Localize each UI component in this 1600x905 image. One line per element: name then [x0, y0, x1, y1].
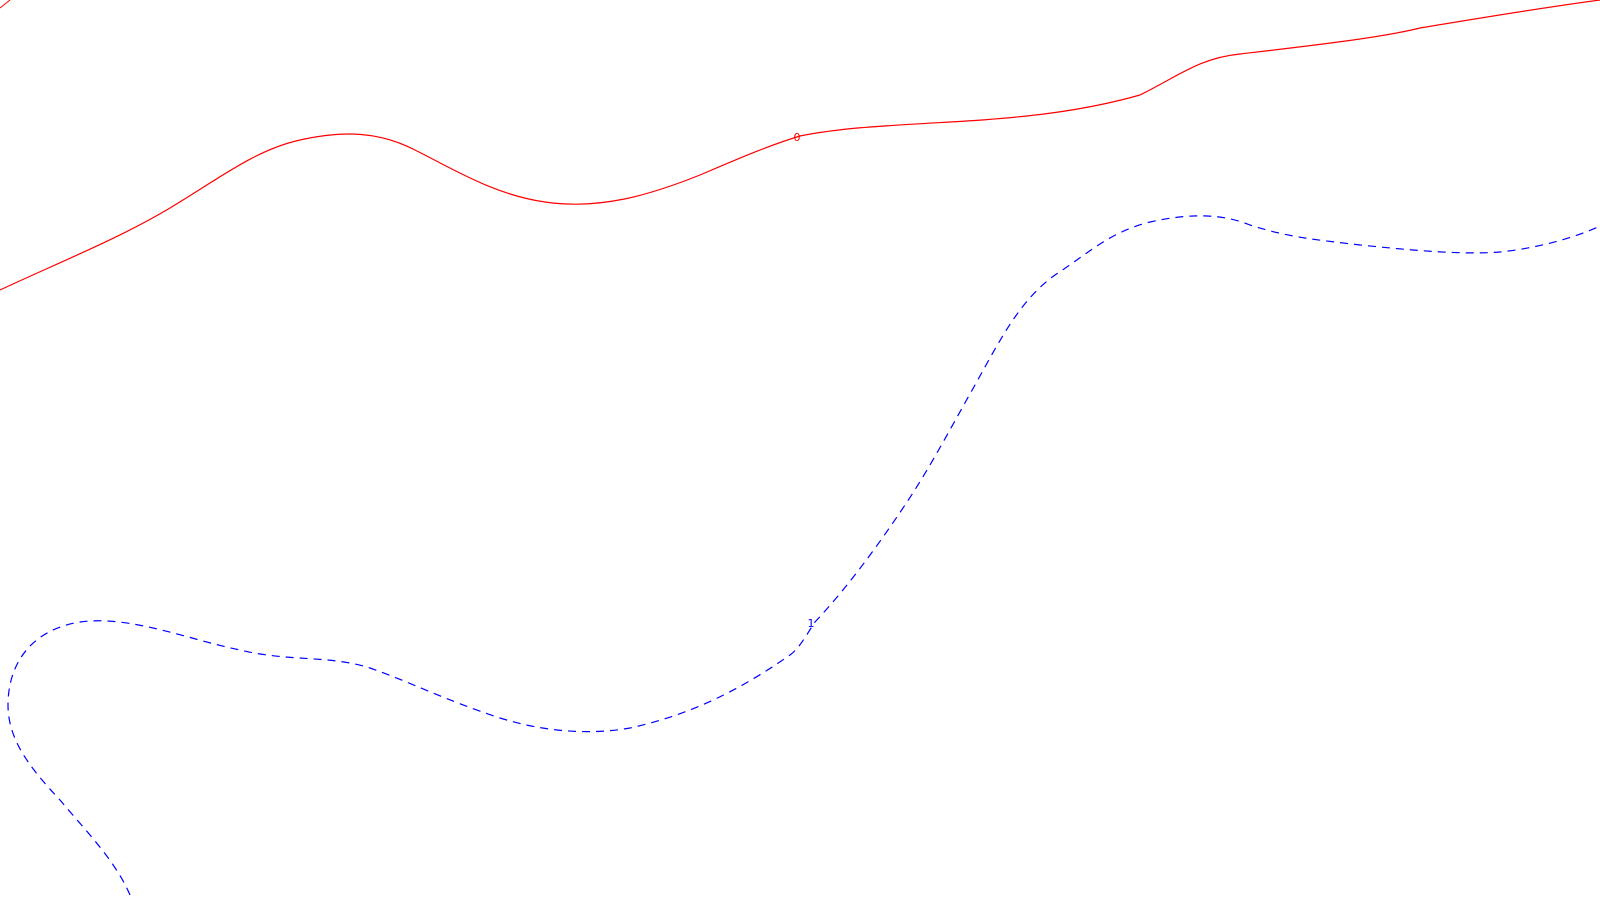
contour-1-label: 1 — [808, 617, 815, 630]
contour-1-line — [7, 215, 1600, 896]
contour-0-label: 0 — [794, 131, 801, 144]
contour-0-fragment — [0, 0, 11, 9]
contour-0-line — [0, 0, 1600, 291]
